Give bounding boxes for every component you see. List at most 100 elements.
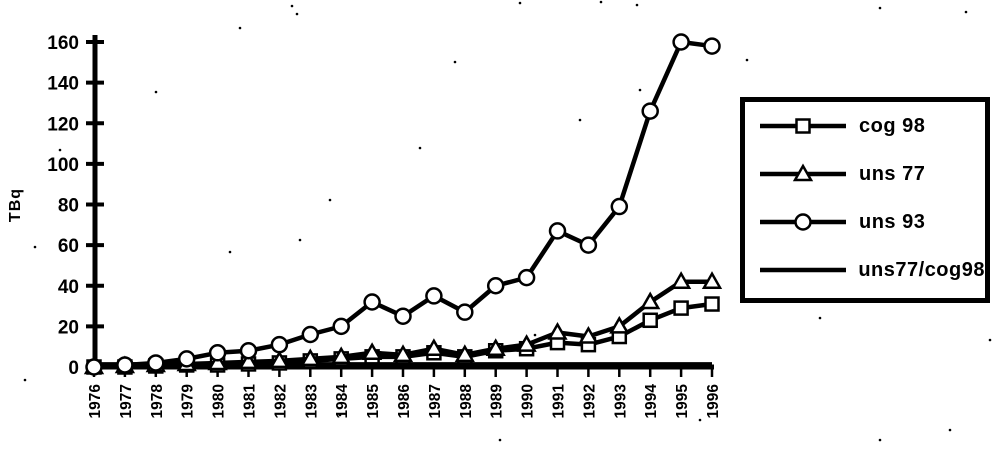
- circle-marker: [425, 287, 443, 305]
- scan-noise-dot: [878, 438, 882, 442]
- x-tick-label: 1993: [612, 384, 629, 419]
- triangle-marker: [331, 346, 352, 365]
- legend-sample: [760, 213, 846, 231]
- legend-label: uns 77: [859, 162, 926, 185]
- triangle-marker: [361, 342, 383, 361]
- legend-sample: [760, 163, 846, 182]
- scan-noise-dot: [298, 238, 302, 242]
- scan-noise-dot: [638, 88, 642, 92]
- scan-noise-dot: [295, 12, 299, 16]
- x-tick-label: 1995: [674, 384, 691, 419]
- triangle-marker: [392, 344, 414, 363]
- x-tick-label: 1979: [180, 384, 197, 419]
- scan-noise-dot: [578, 118, 582, 122]
- circle-marker: [239, 342, 258, 360]
- circle-marker: [208, 344, 227, 362]
- triangle-marker: [792, 163, 814, 182]
- legend-entry-uns-93: uns 93: [745, 198, 985, 246]
- x-tick-label: 1990: [520, 384, 537, 418]
- scan-noise-dot: [33, 245, 37, 249]
- legend-entry-cog-98: cog 98: [745, 102, 985, 150]
- square-marker: [673, 300, 689, 316]
- circle-marker: [486, 277, 505, 295]
- y-tick-label: 100: [47, 155, 79, 176]
- triangle-marker: [670, 271, 692, 289]
- x-tick-label: 1992: [581, 384, 598, 418]
- y-tick-label: 20: [58, 317, 79, 338]
- scan-noise-dot: [948, 428, 952, 432]
- scan-noise-dot: [635, 3, 639, 7]
- y-tick-label: 160: [47, 33, 79, 54]
- triangle-marker: [485, 338, 506, 356]
- scan-noise-dot: [533, 333, 537, 337]
- legend-label: uns 93: [859, 210, 926, 233]
- y-tick-label: 0: [68, 358, 79, 379]
- legend-box: cog 98 uns 77 uns 93 uns77/cog98: [740, 97, 990, 303]
- x-tick-label: 1994: [643, 384, 660, 419]
- square-marker: [642, 312, 658, 329]
- y-tick-label: 120: [47, 114, 79, 135]
- scan-noise-dot: [878, 6, 882, 10]
- scan-noise-dot: [988, 338, 992, 342]
- scan-noise-dot: [818, 316, 822, 320]
- scan-noise-dot: [498, 438, 502, 442]
- scan-noise-dot: [745, 58, 749, 62]
- triangle-marker: [454, 344, 475, 363]
- scan-noise-dot: [154, 90, 158, 94]
- scan-noise-dot: [698, 418, 702, 422]
- legend-label: uns77/cog98: [858, 258, 985, 281]
- scan-noise-dot: [338, 413, 342, 417]
- triangle-marker: [423, 338, 445, 356]
- square-marker: [704, 296, 720, 312]
- x-tick-label: 1984: [334, 384, 351, 419]
- circle-marker: [517, 268, 536, 287]
- circle-marker: [703, 37, 721, 55]
- y-tick-label: 140: [47, 74, 79, 95]
- scan-noise-dot: [328, 198, 332, 202]
- legend-entry-uns-77: uns 77: [745, 150, 985, 198]
- series-uns-93: [85, 33, 721, 376]
- circle-marker: [456, 303, 474, 321]
- legend-sample: [760, 267, 846, 273]
- circle-marker: [147, 354, 165, 372]
- x-tick-label: 1988: [458, 384, 475, 419]
- circle-marker: [177, 350, 196, 368]
- circle-marker: [794, 213, 812, 231]
- x-tick-label: 1981: [242, 384, 259, 419]
- y-tick-label: 40: [58, 277, 79, 298]
- legend-entry-uns77-cog98: uns77/cog98: [745, 246, 985, 294]
- scan-noise-dot: [23, 378, 27, 382]
- x-tick-label: 1991: [551, 384, 568, 419]
- scan-noise-dot: [418, 146, 422, 150]
- x-tick-label: 1982: [272, 384, 289, 418]
- legend-label: cog 98: [859, 114, 926, 137]
- x-tick-label: 1989: [489, 384, 506, 419]
- circle-marker: [116, 356, 134, 374]
- circle-marker: [548, 222, 567, 240]
- x-tick-label: 1986: [396, 384, 413, 419]
- circle-marker: [579, 236, 598, 254]
- triangle-marker: [300, 348, 321, 367]
- x-tick-label: 1978: [149, 384, 166, 419]
- circle-marker: [394, 307, 412, 325]
- legend-sample: [760, 118, 846, 134]
- scan-noise-dot: [228, 250, 232, 254]
- triangle-marker: [207, 352, 228, 371]
- x-tick-label: 1977: [118, 384, 135, 418]
- scan-noise-dot: [238, 26, 242, 30]
- triangle-marker: [269, 350, 290, 369]
- triangle-marker: [701, 271, 723, 289]
- triangle-marker: [238, 351, 259, 370]
- circle-marker: [672, 33, 690, 51]
- x-tick-label: 1987: [427, 384, 444, 418]
- y-axis-title: TBq: [7, 188, 24, 222]
- triangle-marker: [640, 291, 661, 310]
- y-tick-label: 60: [58, 236, 79, 257]
- x-tick-label: 1996: [705, 384, 722, 419]
- square-marker: [795, 118, 811, 134]
- x-tick-label: 1980: [211, 384, 228, 418]
- circle-marker: [270, 335, 289, 354]
- x-tick-label: 1976: [87, 384, 104, 419]
